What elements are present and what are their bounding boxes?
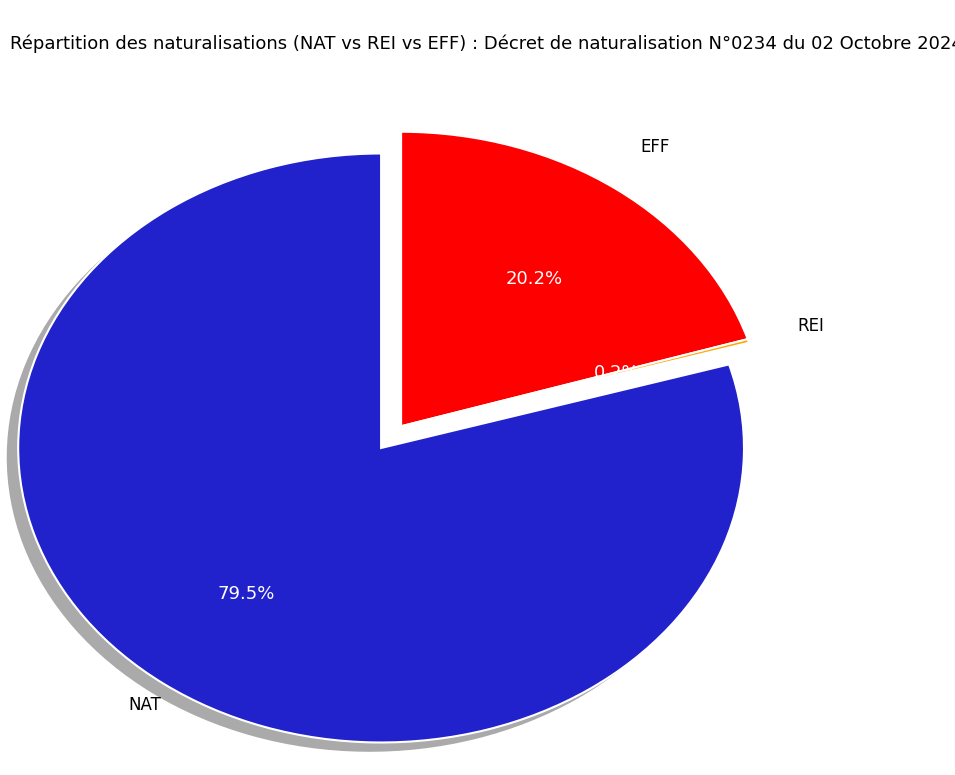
Text: REI: REI (797, 316, 824, 335)
Text: 79.5%: 79.5% (218, 585, 275, 603)
Wedge shape (401, 339, 749, 426)
Text: EFF: EFF (641, 137, 669, 156)
Wedge shape (18, 153, 744, 742)
Text: 20.2%: 20.2% (506, 270, 563, 288)
Text: Répartition des naturalisations (NAT vs REI vs EFF) : Décret de naturalisation N: Répartition des naturalisations (NAT vs … (10, 35, 955, 53)
Wedge shape (401, 132, 748, 426)
Wedge shape (7, 163, 732, 752)
Text: 0.2%: 0.2% (594, 364, 639, 382)
Text: NAT: NAT (128, 696, 161, 714)
